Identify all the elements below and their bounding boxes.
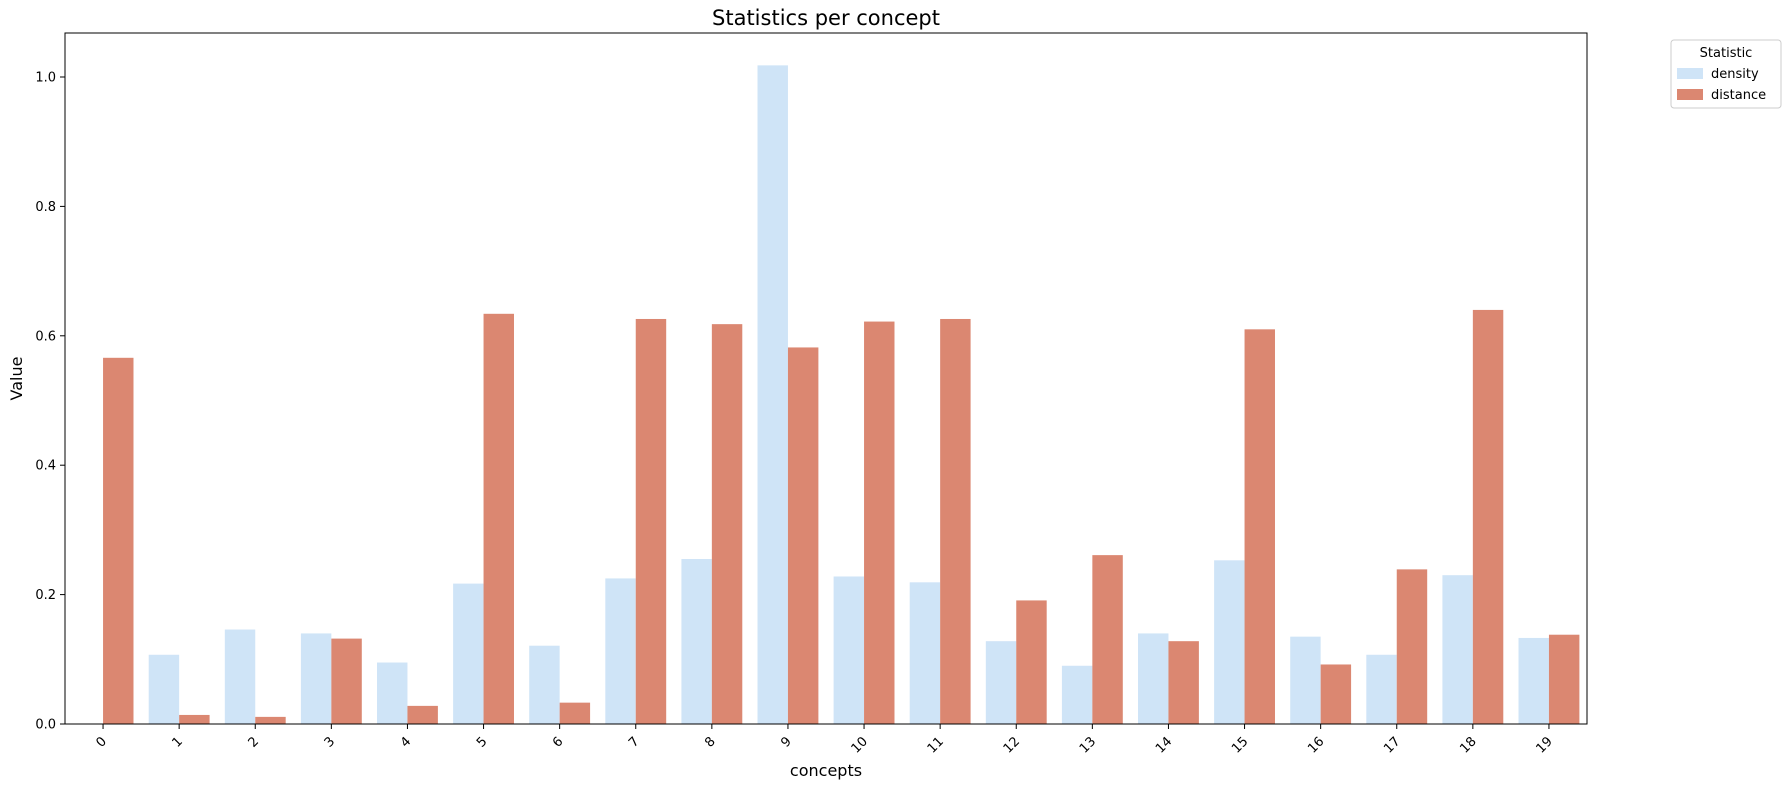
legend-swatch-distance: [1677, 89, 1703, 100]
y-tick-label: 1.0: [35, 70, 56, 85]
legend: Statistic density distance: [1670, 39, 1782, 109]
bar-distance-3: [331, 638, 362, 724]
bar-distance-9: [787, 347, 819, 724]
bar-density-2: [224, 629, 256, 724]
legend-title: Statistic: [1700, 46, 1753, 61]
x-tick-label: 11: [925, 734, 947, 756]
y-tick-label: 0.8: [35, 200, 56, 215]
x-tick-label: 15: [1229, 734, 1251, 756]
x-tick-label: 17: [1381, 734, 1403, 756]
bar-density-13: [1061, 665, 1093, 724]
bar-density-16: [1290, 636, 1321, 724]
bar-distance-17: [1396, 569, 1428, 724]
x-tick-label: 7: [626, 734, 642, 750]
x-tick-label: 12: [1001, 734, 1023, 756]
bar-distance-19: [1548, 634, 1580, 724]
bar-density-4: [377, 662, 408, 724]
x-tick-label: 6: [550, 734, 566, 750]
x-tick-label: 13: [1077, 734, 1099, 756]
y-tick-label: 0.0: [35, 718, 56, 733]
x-tick-label: 2: [246, 734, 262, 750]
x-tick-label: 5: [474, 734, 490, 750]
bar-distance-0: [103, 357, 134, 724]
bar-density-8: [681, 559, 712, 724]
bar-distance-1: [179, 714, 210, 724]
bar-distance-14: [1168, 641, 1199, 724]
bar-distance-16: [1320, 664, 1352, 724]
x-tick-label: 16: [1305, 734, 1327, 756]
chart-title: Statistics per concept: [712, 6, 940, 30]
y-axis-title: Value: [7, 357, 26, 401]
bar-density-15: [1214, 560, 1245, 724]
bar-density-11: [909, 582, 941, 724]
bar-density-5: [453, 583, 484, 724]
x-tick-label: 14: [1153, 734, 1175, 756]
x-tick-label: 9: [778, 734, 794, 750]
bar-density-14: [1138, 633, 1169, 724]
x-tick-label: 0: [93, 734, 109, 750]
bar-density-6: [529, 645, 560, 724]
bar-distance-2: [255, 716, 286, 724]
x-tick-label: 4: [398, 734, 414, 750]
bar-density-10: [833, 576, 865, 724]
x-tick-label: 3: [322, 734, 338, 750]
bar-density-1: [148, 654, 180, 724]
bar-distance-11: [940, 318, 971, 724]
legend-label-distance: distance: [1711, 88, 1766, 103]
x-tick-label: 1: [170, 734, 186, 750]
bar-distance-15: [1244, 329, 1275, 724]
bar-density-12: [985, 641, 1017, 724]
bar-distance-6: [559, 702, 591, 724]
plot-frame: [64, 32, 1588, 725]
y-tick-label: 0.6: [35, 329, 56, 344]
bar-distance-4: [407, 705, 438, 724]
bar-density-17: [1366, 654, 1397, 724]
legend-label-density: density: [1711, 67, 1759, 82]
x-tick-label: 8: [702, 734, 718, 750]
x-tick-label: 18: [1457, 734, 1479, 756]
bar-distance-12: [1016, 600, 1047, 724]
bar-distance-13: [1092, 555, 1123, 724]
bar-density-7: [605, 578, 636, 724]
bar-density-18: [1442, 575, 1473, 724]
bar-distance-7: [635, 318, 667, 724]
bar-density-9: [757, 65, 788, 725]
legend-swatch-density: [1677, 68, 1703, 79]
y-tick-label: 0.2: [35, 588, 56, 603]
x-axis-title: concepts: [790, 761, 862, 780]
bar-distance-8: [711, 324, 743, 724]
bar-distance-10: [864, 321, 895, 724]
bar-distance-5: [483, 313, 514, 724]
x-tick-label: 19: [1533, 734, 1555, 756]
x-tick-label: 10: [849, 734, 871, 756]
y-tick-label: 0.4: [35, 459, 56, 474]
bar-density-19: [1518, 637, 1549, 724]
bar-density-3: [300, 633, 332, 724]
bar-distance-18: [1472, 309, 1504, 724]
